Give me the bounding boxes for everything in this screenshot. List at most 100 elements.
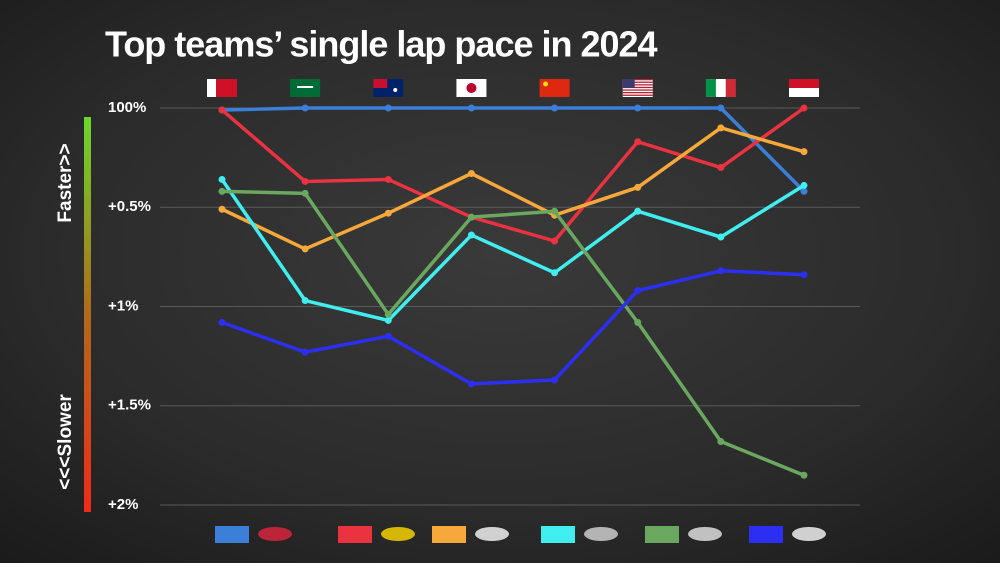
- team-logo: [475, 527, 509, 541]
- point: [634, 318, 642, 326]
- legend-swatch: [432, 526, 466, 543]
- point: [384, 104, 392, 112]
- team-logo: [258, 527, 292, 541]
- point: [301, 348, 309, 356]
- flag: [715, 79, 726, 97]
- point: [800, 148, 808, 156]
- flag: [789, 79, 819, 97]
- y-tick-label: +1%: [108, 297, 138, 314]
- legend-swatch: [215, 526, 249, 543]
- team-logo: [584, 527, 618, 541]
- team-logo: [792, 527, 826, 541]
- point: [717, 164, 725, 172]
- point: [551, 269, 559, 277]
- point: [717, 124, 725, 132]
- point: [717, 267, 725, 275]
- point: [384, 310, 392, 318]
- point: [218, 318, 226, 326]
- team-logo: [792, 527, 826, 541]
- flag: [622, 79, 653, 97]
- point: [301, 245, 309, 253]
- flag: [789, 79, 819, 88]
- point: [301, 189, 309, 197]
- legend-swatch: [645, 526, 679, 543]
- team-logo: [688, 527, 722, 541]
- team-logo: [381, 527, 415, 541]
- legend-swatch: [749, 526, 783, 543]
- flag: [622, 79, 653, 81]
- team-logo: [584, 527, 618, 541]
- point: [218, 175, 226, 183]
- point: [384, 332, 392, 340]
- flag: [622, 86, 653, 89]
- flag: [789, 88, 819, 97]
- legend-swatch: [541, 526, 575, 543]
- series-line: [220, 106, 806, 243]
- point: [467, 231, 475, 239]
- chart-title: Top teams’ single lap pace in 2024: [105, 24, 658, 65]
- flag: [466, 83, 477, 93]
- flag: [539, 79, 570, 97]
- point: [634, 104, 642, 112]
- point: [800, 181, 808, 189]
- series-line: [221, 189, 805, 477]
- point: [800, 471, 808, 479]
- flag: [373, 79, 404, 97]
- point: [717, 233, 725, 241]
- point: [551, 376, 559, 384]
- series-line: [221, 269, 805, 386]
- point: [800, 187, 808, 195]
- speed-bar: [84, 117, 91, 512]
- point: [634, 138, 642, 146]
- flag: [373, 79, 388, 88]
- faster-label: Faster>>: [55, 143, 76, 222]
- flag: [622, 81, 653, 83]
- point: [467, 170, 475, 178]
- flag: [622, 92, 653, 94]
- point: [384, 175, 392, 183]
- point: [551, 104, 559, 112]
- point: [301, 177, 309, 185]
- series-line: [221, 126, 805, 251]
- flag: [705, 79, 716, 97]
- flag: [725, 79, 736, 97]
- flag: [297, 86, 314, 88]
- series-line: [221, 106, 806, 193]
- point: [800, 271, 808, 279]
- team-logo: [475, 527, 509, 541]
- flag: [622, 94, 653, 96]
- team-logo: [381, 527, 415, 541]
- team-logo: [258, 527, 292, 541]
- point: [301, 104, 309, 112]
- legend-swatch: [338, 526, 372, 543]
- point: [301, 297, 309, 305]
- series-line: [220, 178, 805, 323]
- team-logo: [688, 527, 722, 541]
- point: [634, 287, 642, 295]
- point: [467, 213, 475, 221]
- point: [218, 205, 226, 213]
- point: [634, 207, 642, 215]
- y-tick-label: 100%: [108, 99, 146, 116]
- flag: [622, 79, 635, 88]
- flag: [543, 81, 549, 87]
- flag: [622, 89, 653, 91]
- point: [800, 104, 808, 112]
- point: [551, 237, 559, 245]
- y-tick-label: +2%: [108, 496, 138, 513]
- flag: [622, 84, 653, 86]
- flag: [705, 79, 736, 97]
- y-tick-label: +1.5%: [108, 397, 151, 414]
- point: [634, 183, 642, 191]
- point: [717, 104, 725, 112]
- y-tick-label: +0.5%: [108, 198, 151, 215]
- point: [218, 187, 226, 195]
- flag: [207, 79, 216, 97]
- point: [467, 104, 475, 112]
- flag: [290, 79, 321, 97]
- point: [551, 207, 559, 215]
- point: [384, 209, 392, 217]
